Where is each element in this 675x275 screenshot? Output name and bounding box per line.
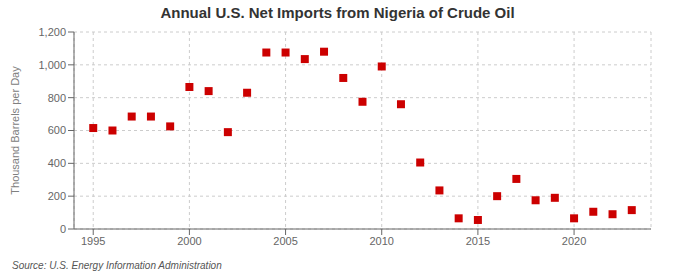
svg-text:1,200: 1,200 — [38, 26, 66, 38]
html-text:Annual U.S. Net Imports from N: Annual U.S. Net Imports from Nigeria of … — [160, 4, 515, 21]
svg-text:2020: 2020 — [562, 235, 586, 247]
svg-text:1,000: 1,000 — [38, 59, 66, 71]
svg-text:200: 200 — [48, 190, 66, 202]
svg-text:1995: 1995 — [81, 235, 105, 247]
svg-text:Thousand Barrels per Day: Thousand Barrels per Day — [9, 66, 21, 195]
svg-text:2015: 2015 — [466, 235, 490, 247]
svg-text:800: 800 — [48, 92, 66, 104]
svg-text:0: 0 — [60, 223, 66, 235]
html-text:Source: U.S. Energy Informatio: Source: U.S. Energy Information Administ… — [12, 260, 222, 271]
svg-text:2010: 2010 — [369, 235, 393, 247]
svg-text:2005: 2005 — [273, 235, 297, 247]
svg-text:600: 600 — [48, 124, 66, 136]
svg-text:400: 400 — [48, 157, 66, 169]
svg-text:2000: 2000 — [177, 235, 201, 247]
